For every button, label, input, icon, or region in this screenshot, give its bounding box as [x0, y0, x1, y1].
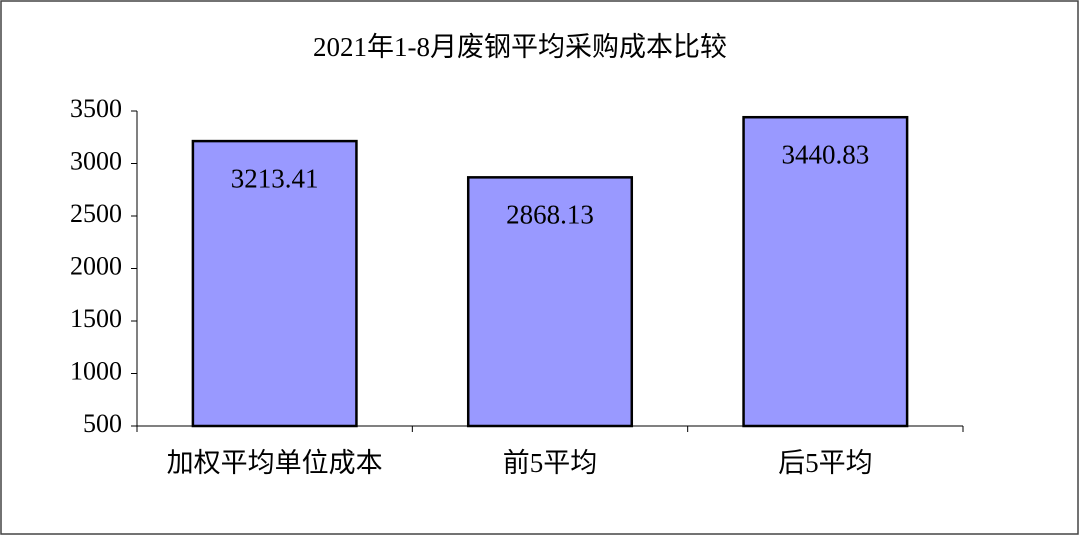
x-tick-label: 前5平均 [503, 448, 598, 478]
y-tick-label: 3000 [70, 146, 122, 175]
x-tick-label: 后5平均 [778, 448, 873, 478]
x-tick-label: 加权平均单位成本 [167, 448, 383, 478]
y-tick-label: 500 [83, 409, 122, 438]
bar [191, 139, 358, 428]
y-tick-label: 2000 [70, 251, 122, 280]
chart-title: 2021年1-8月废钢平均采购成本比较 [313, 32, 727, 62]
value-label: 2868.13 [506, 200, 594, 230]
y-tick-label: 1500 [70, 304, 122, 333]
value-label: 3440.83 [781, 139, 869, 169]
bar [466, 176, 634, 428]
bar [742, 115, 909, 428]
y-tick-label: 3500 [70, 94, 122, 123]
value-label: 3213.41 [231, 163, 319, 193]
y-tick-label: 1000 [70, 356, 122, 385]
y-tick-label: 2500 [70, 199, 122, 228]
